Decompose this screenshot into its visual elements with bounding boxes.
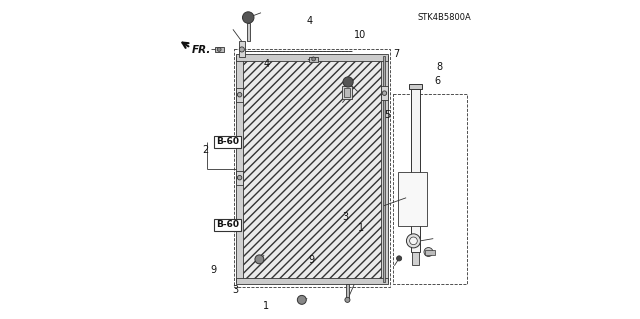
Bar — [383, 56, 385, 282]
Circle shape — [343, 77, 353, 87]
Text: 3: 3 — [342, 212, 348, 222]
Circle shape — [218, 48, 221, 51]
Text: 9: 9 — [308, 255, 314, 265]
Circle shape — [237, 175, 242, 180]
Circle shape — [298, 295, 307, 304]
Text: 4: 4 — [263, 59, 269, 69]
Text: 10: 10 — [353, 30, 365, 40]
Bar — [346, 284, 349, 300]
Circle shape — [237, 93, 242, 97]
Bar — [236, 88, 243, 102]
Bar — [309, 57, 318, 62]
Text: 5: 5 — [384, 110, 390, 120]
Bar — [344, 88, 349, 97]
Bar — [234, 49, 390, 287]
Text: 9: 9 — [210, 264, 216, 275]
Bar — [242, 56, 382, 282]
Circle shape — [397, 256, 402, 261]
Text: 1: 1 — [262, 301, 269, 311]
Bar — [342, 86, 352, 99]
Bar — [381, 56, 388, 282]
Circle shape — [255, 255, 264, 264]
Text: 2: 2 — [202, 145, 208, 155]
Bar — [394, 94, 467, 284]
Bar — [215, 47, 223, 52]
Bar — [398, 172, 427, 226]
Bar — [425, 250, 435, 255]
Circle shape — [312, 57, 316, 61]
Bar — [236, 54, 388, 61]
Text: 4: 4 — [307, 16, 313, 26]
Bar — [381, 86, 388, 100]
Circle shape — [406, 234, 420, 248]
Circle shape — [243, 12, 254, 23]
Text: FR.: FR. — [192, 45, 211, 56]
Bar — [247, 23, 250, 41]
Bar — [236, 56, 243, 282]
Text: 7: 7 — [394, 49, 399, 59]
Text: 3: 3 — [232, 285, 239, 295]
Bar — [236, 171, 243, 185]
Text: 8: 8 — [436, 62, 443, 72]
Bar — [411, 89, 420, 252]
Circle shape — [382, 91, 387, 95]
Bar — [412, 252, 419, 265]
Circle shape — [239, 47, 244, 52]
Bar — [410, 84, 422, 89]
Bar — [236, 278, 388, 284]
Bar — [239, 41, 245, 57]
Circle shape — [345, 297, 350, 302]
Text: STK4B5800A: STK4B5800A — [418, 13, 472, 22]
Text: 6: 6 — [434, 76, 440, 86]
Text: B-60: B-60 — [216, 137, 239, 146]
Text: 1: 1 — [358, 223, 364, 233]
Text: B-60: B-60 — [216, 220, 239, 229]
Circle shape — [410, 237, 417, 245]
Circle shape — [424, 248, 433, 256]
